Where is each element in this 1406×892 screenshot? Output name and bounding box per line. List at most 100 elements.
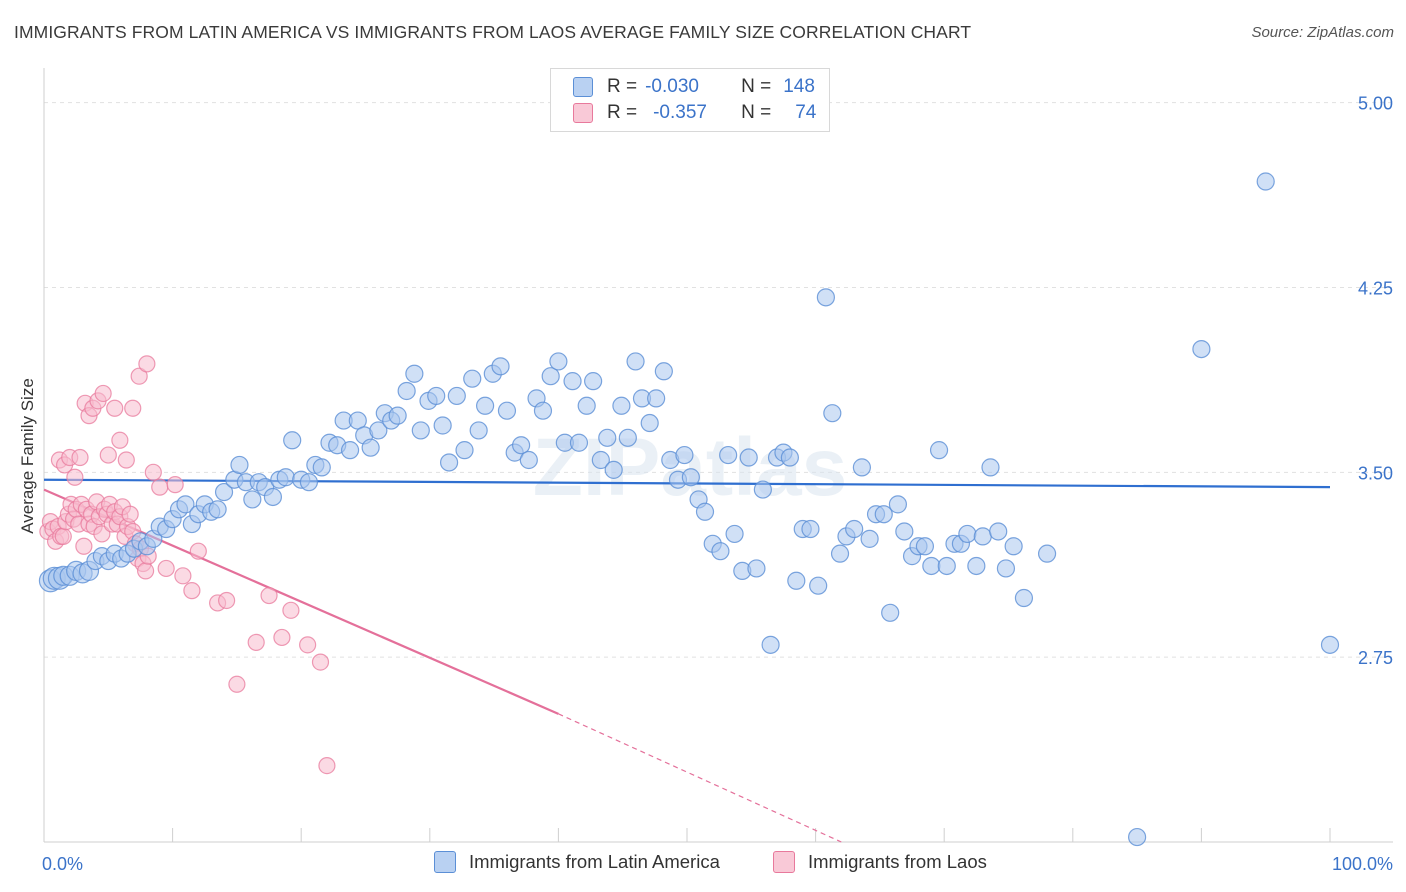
data-point-latin-america xyxy=(915,537,935,556)
data-point-latin-america xyxy=(447,386,466,406)
data-point-laos xyxy=(54,527,72,546)
bottom-legend-laos: Immigrants from Laos xyxy=(773,851,987,873)
data-point-laos xyxy=(299,636,317,654)
data-point-latin-america xyxy=(929,441,949,460)
data-point-laos xyxy=(117,451,135,469)
series-latin-america-points xyxy=(38,172,1340,847)
data-point-latin-america xyxy=(996,559,1016,578)
data-point-latin-america xyxy=(753,480,772,499)
data-point-latin-america xyxy=(176,495,195,514)
y-tick-labels: 2.75 3.50 4.25 5.00 xyxy=(1358,94,1393,669)
data-point-laos xyxy=(157,559,175,578)
data-point-latin-america xyxy=(612,396,631,415)
data-point-latin-america xyxy=(604,460,623,479)
legend-r-value: -0.030 xyxy=(645,76,699,97)
data-point-latin-america xyxy=(519,450,538,470)
correlation-legend: R = -0.030 N = 148 R = -0.357 N = 74 xyxy=(550,68,830,132)
data-point-latin-america xyxy=(725,524,744,544)
trend-line-laos-extension xyxy=(558,713,842,843)
data-point-latin-america xyxy=(830,544,850,563)
data-point-latin-america xyxy=(922,556,941,576)
data-point-latin-america xyxy=(549,352,568,371)
data-point-latin-america xyxy=(801,519,820,539)
data-point-latin-america xyxy=(860,529,879,548)
data-point-latin-america xyxy=(719,445,738,465)
data-point-latin-america xyxy=(569,433,589,452)
data-point-latin-america xyxy=(230,455,249,475)
data-point-latin-america xyxy=(512,436,531,455)
data-point-latin-america xyxy=(1004,537,1023,556)
legend-n-label: N = xyxy=(741,76,772,97)
data-point-latin-america xyxy=(780,448,799,467)
data-point-laos xyxy=(71,448,89,467)
data-point-latin-america xyxy=(405,364,424,383)
legend-swatch-pink xyxy=(573,103,593,123)
data-point-latin-america xyxy=(541,367,560,386)
data-point-latin-america xyxy=(654,362,673,381)
data-point-latin-america xyxy=(208,500,227,519)
legend-swatch-pink xyxy=(773,851,795,873)
trend-lines xyxy=(43,478,1331,843)
source-label: Source: ZipAtlas.com xyxy=(1251,24,1394,41)
data-point-latin-america xyxy=(967,556,986,576)
data-point-latin-america xyxy=(845,519,864,539)
data-point-laos xyxy=(282,601,300,619)
data-point-latin-america xyxy=(411,421,430,440)
data-point-latin-america xyxy=(299,473,319,492)
data-point-latin-america xyxy=(881,603,900,622)
y-axis-label: Average Family Size xyxy=(18,378,37,534)
data-point-laos xyxy=(260,586,278,605)
data-point-latin-america xyxy=(761,635,780,654)
data-point-laos xyxy=(130,367,148,385)
data-point-latin-america xyxy=(989,522,1008,541)
legend-row-laos: R = -0.357 N = 74 xyxy=(573,101,816,125)
data-point-laos xyxy=(75,537,93,555)
data-point-latin-america xyxy=(433,416,452,435)
data-point-latin-america xyxy=(852,458,871,477)
data-point-latin-america xyxy=(747,559,766,578)
data-point-latin-america xyxy=(497,401,517,420)
data-point-laos xyxy=(94,384,112,403)
data-point-latin-america xyxy=(491,357,510,376)
data-point-latin-america xyxy=(1320,635,1340,654)
data-point-laos xyxy=(218,591,236,610)
data-point-latin-america xyxy=(439,453,459,472)
data-point-latin-america xyxy=(283,431,302,450)
data-point-latin-america xyxy=(1192,339,1211,359)
data-point-latin-america xyxy=(388,406,407,425)
grid-lines xyxy=(44,102,1393,658)
y-tick-label: 3.50 xyxy=(1358,463,1393,483)
legend-n-value: 74 xyxy=(795,102,817,123)
data-point-latin-america xyxy=(675,445,694,465)
data-point-latin-america xyxy=(584,372,603,391)
data-point-laos xyxy=(144,463,162,481)
x-tick-label: 100.0% xyxy=(1332,854,1393,874)
data-point-laos xyxy=(318,756,336,775)
data-point-laos xyxy=(311,653,330,671)
data-point-latin-america xyxy=(591,450,610,470)
data-point-latin-america xyxy=(937,556,956,576)
data-point-latin-america xyxy=(455,441,474,460)
data-point-laos xyxy=(99,446,117,464)
data-point-latin-america xyxy=(888,495,908,514)
data-point-latin-america xyxy=(681,468,700,487)
data-point-latin-america xyxy=(397,381,416,401)
data-point-laos xyxy=(151,478,169,496)
data-point-latin-america xyxy=(695,502,715,521)
data-point-latin-america xyxy=(214,482,234,502)
x-tick-labels: 0.0% 100.0% xyxy=(42,854,1393,874)
data-point-latin-america xyxy=(874,505,893,524)
data-point-latin-america xyxy=(1014,588,1034,608)
data-point-laos xyxy=(189,542,207,560)
data-point-latin-america xyxy=(823,404,842,423)
data-point-latin-america xyxy=(361,438,380,457)
data-point-latin-america xyxy=(739,448,758,467)
data-point-latin-america xyxy=(263,487,283,507)
data-point-latin-america xyxy=(243,490,262,509)
data-point-latin-america xyxy=(1127,827,1147,847)
data-point-latin-america xyxy=(618,428,637,447)
legend-swatch-blue xyxy=(573,77,593,97)
legend-r-label: R = xyxy=(607,102,638,123)
data-point-laos xyxy=(174,567,192,585)
